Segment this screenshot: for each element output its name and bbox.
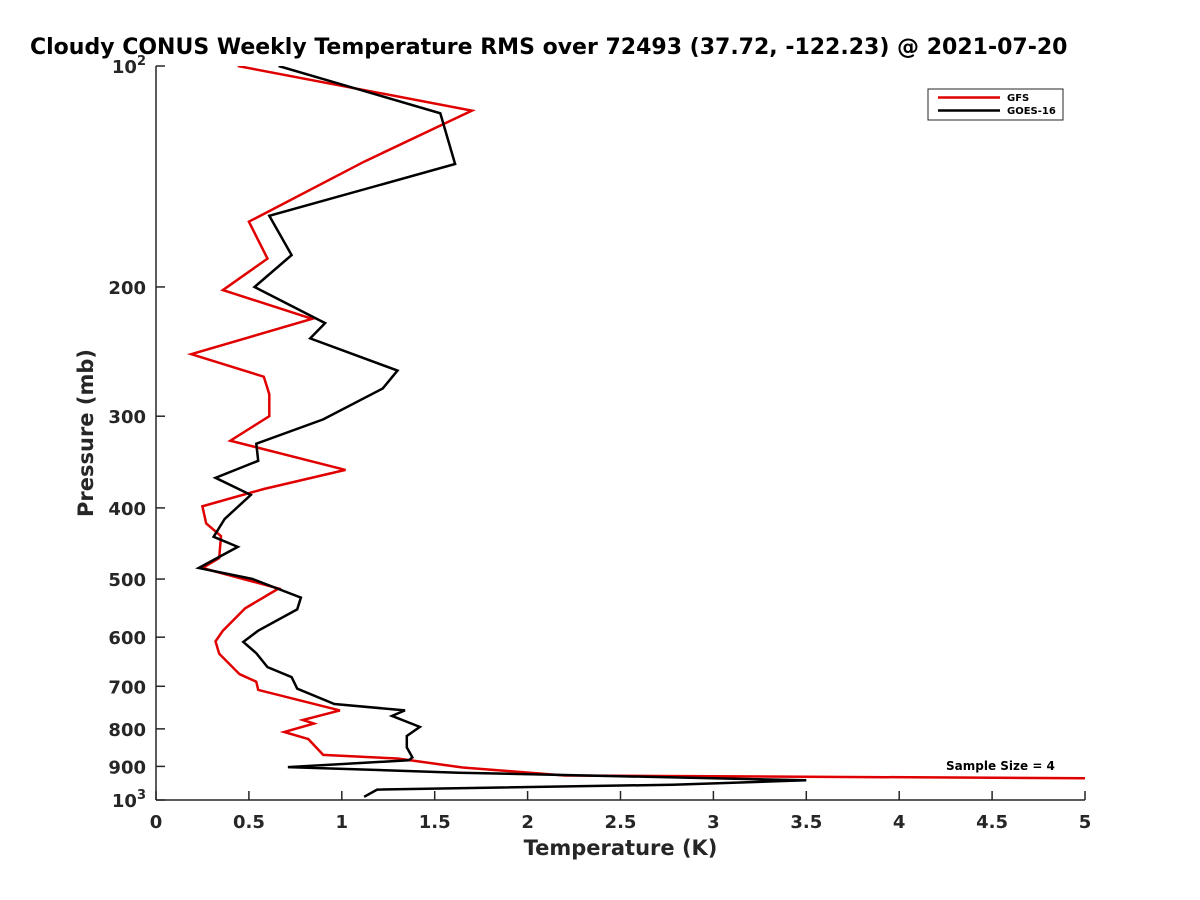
x-tick-label: 4.5 xyxy=(976,812,1008,833)
y-tick-label: 800 xyxy=(108,720,146,741)
y-tick-label: 200 xyxy=(108,278,146,299)
x-axis-label: Temperature (K) xyxy=(524,836,718,860)
x-tick-label: 2 xyxy=(521,812,534,833)
legend: GFS GOES-16 xyxy=(927,88,1064,121)
y-tick-label: 300 xyxy=(108,407,146,428)
x-tick-label: 5 xyxy=(1079,812,1092,833)
y-tick-label: 400 xyxy=(108,499,146,520)
plot-area xyxy=(156,66,1085,800)
sample-size-annotation: Sample Size = 4 xyxy=(946,759,1055,773)
x-tick-label: 1 xyxy=(336,812,349,833)
y-tick-label: 900 xyxy=(108,757,146,778)
y-tick-label: 700 xyxy=(108,677,146,698)
x-tick-label: 0 xyxy=(150,812,163,833)
axes-box xyxy=(156,66,1085,800)
x-tick-label: 2.5 xyxy=(605,812,637,833)
x-tick-label: 1.5 xyxy=(419,812,451,833)
x-ticks: 0 0.5 1 1.5 2 2.5 3 3.5 4 4.5 5 xyxy=(150,791,1092,833)
legend-label-goes16: GOES-16 xyxy=(1007,106,1056,117)
legend-label-gfs: GFS xyxy=(1007,93,1029,104)
y-tick-label: 103 xyxy=(112,788,146,812)
x-tick-label: 3.5 xyxy=(790,812,822,833)
chart-title: Cloudy CONUS Weekly Temperature RMS over… xyxy=(30,35,1067,60)
x-tick-label: 4 xyxy=(893,812,906,833)
x-tick-label: 0.5 xyxy=(233,812,265,833)
y-tick-label: 600 xyxy=(108,628,146,649)
series-line-goes16 xyxy=(195,66,807,798)
y-axis-label: Pressure (mb) xyxy=(74,349,98,517)
y-tick-label: 500 xyxy=(108,570,146,591)
x-tick-label: 3 xyxy=(707,812,720,833)
legend-box xyxy=(927,88,1064,121)
series-layer xyxy=(186,66,1085,798)
